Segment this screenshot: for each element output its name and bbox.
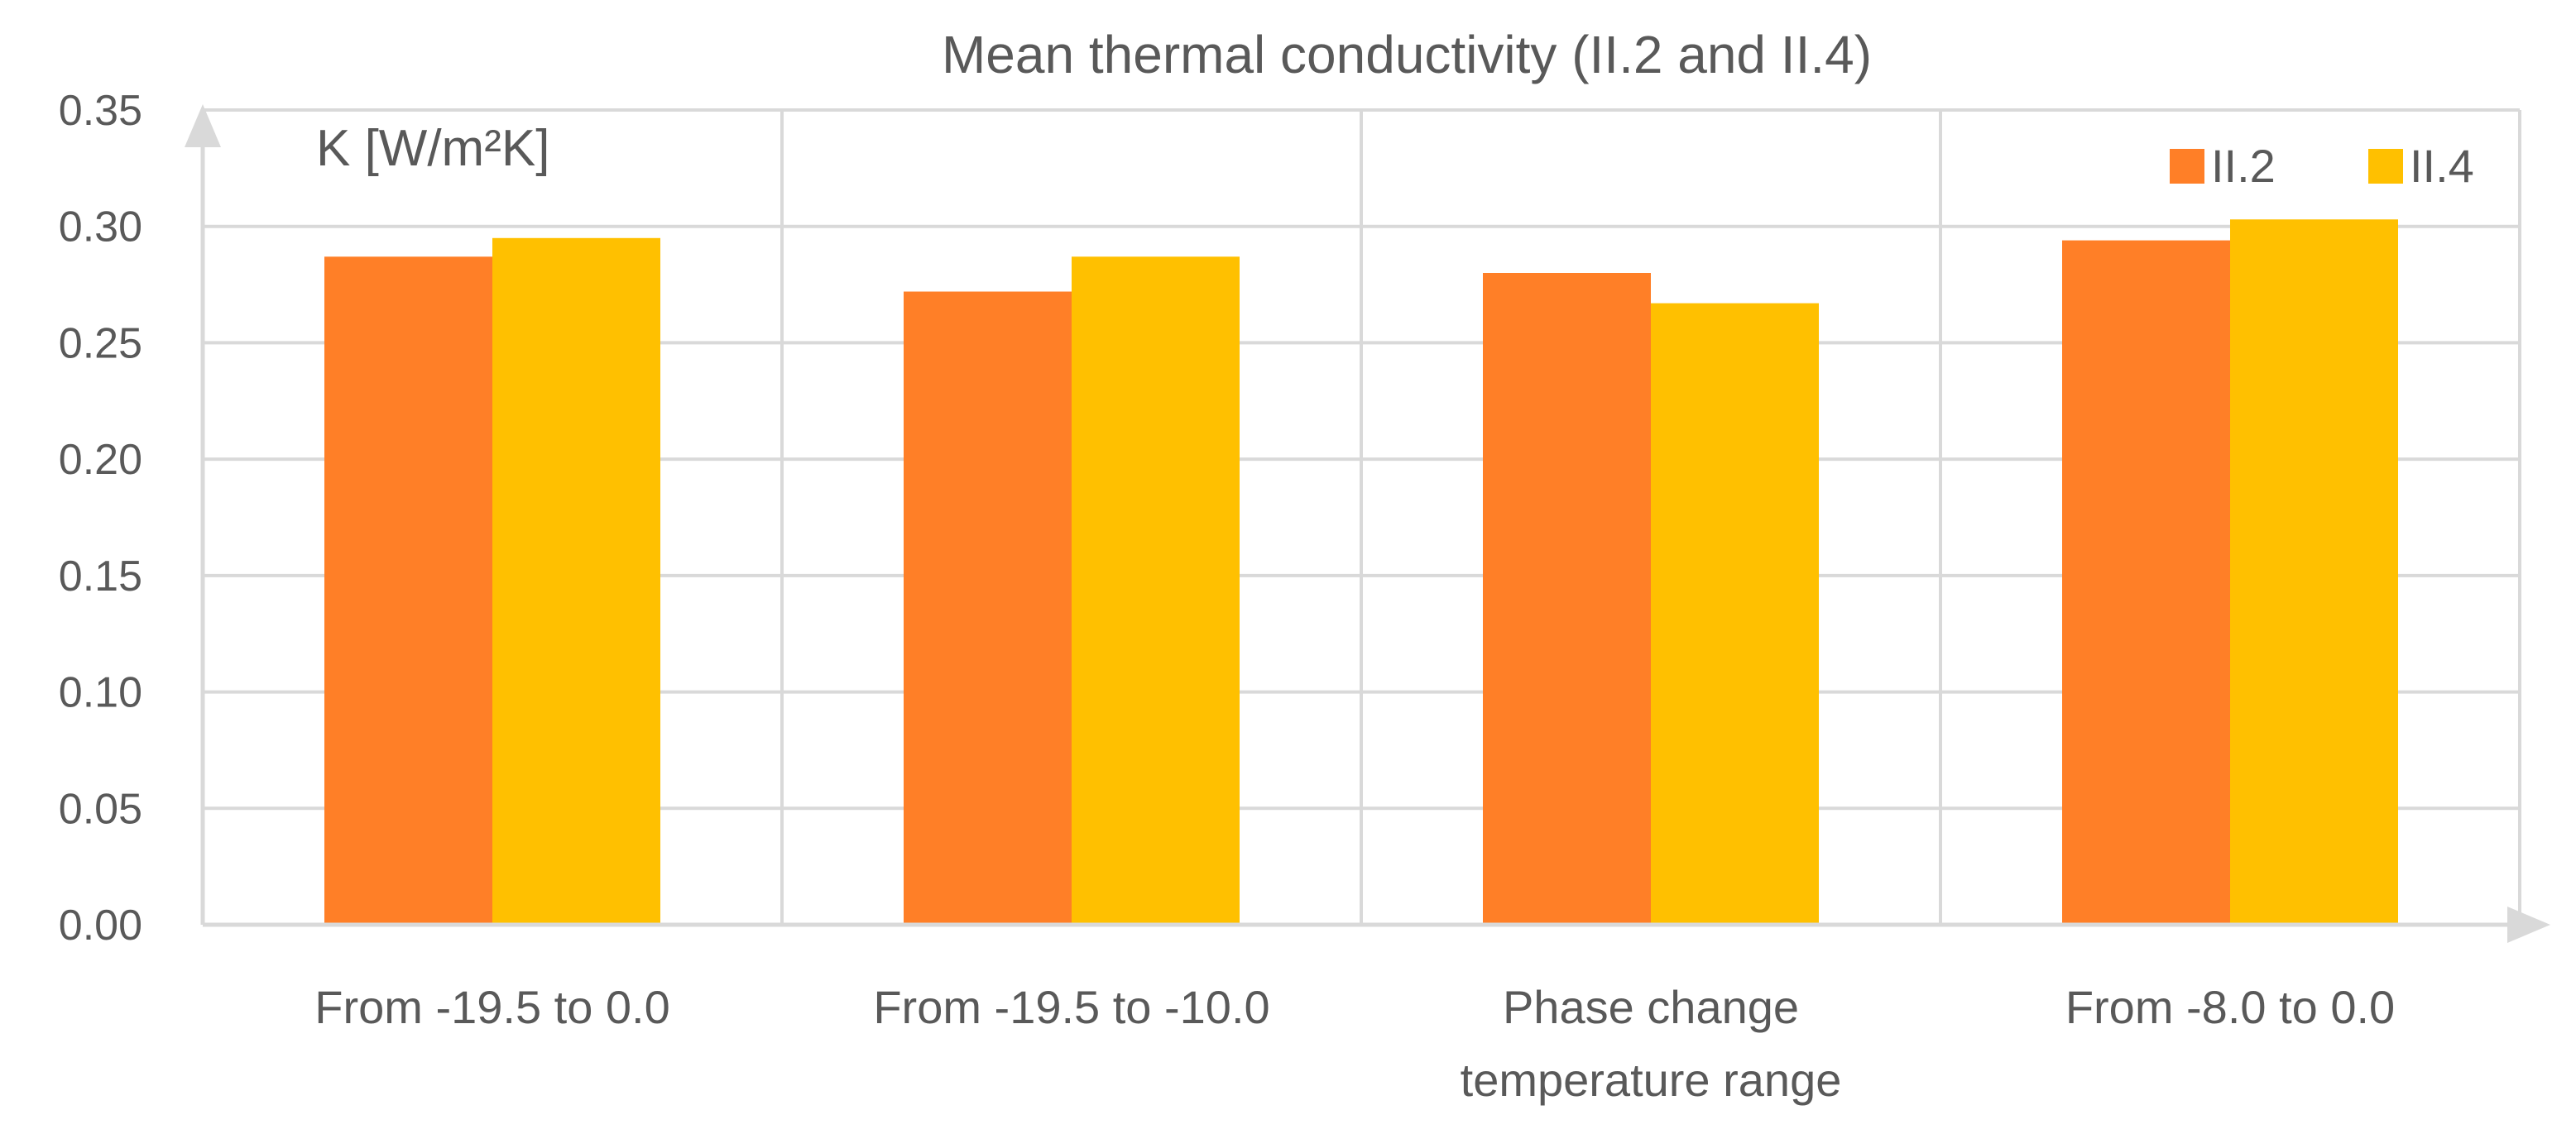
y-tick-label: 0.30 [59,203,142,251]
x-tick-label: Phase change [1503,981,1799,1033]
y-tick-label: 0.35 [59,87,142,135]
y-tick-label: 0.20 [59,436,142,484]
y-tick-label: 0.25 [59,319,142,367]
legend-label: II.4 [2410,140,2474,192]
x-axis-labels: From -19.5 to 0.0 From -19.5 to -10.0 Phas… [314,981,2395,1106]
bar-II-2-1 [904,291,1072,925]
y-axis-arrow-icon [185,104,221,147]
bar-II-4-0 [492,237,660,925]
x-tick-label: From -19.5 to 0.0 [314,981,670,1033]
bar-II-4-2 [1651,303,1819,926]
y-tick-label: 0.15 [59,553,142,600]
bars [324,219,2398,926]
bar-II-2-2 [1483,273,1651,925]
legend-label: II.2 [2211,140,2276,192]
axes [185,104,2550,943]
x-tick-label: temperature range [1461,1054,1842,1106]
bar-II-2-3 [2062,240,2230,926]
x-tick-label: From -8.0 to 0.0 [2065,981,2395,1033]
legend-swatch [2368,149,2403,184]
y-axis-ticks: 0.00 0.05 0.10 0.15 0.20 0.25 0.30 0.35 [59,87,142,950]
legend-swatch [2170,149,2204,184]
y-tick-label: 0.10 [59,669,142,717]
chart-title: Mean thermal conductivity (II.2 and II.4… [942,25,1872,84]
legend: II.2 II.4 [2170,140,2474,192]
x-axis-arrow-icon [2507,907,2550,943]
y-tick-label: 0.00 [59,902,142,950]
bar-II-2-0 [324,256,492,925]
y-axis-unit-label: K [W/m²K] [316,120,549,177]
bar-II-4-3 [2230,219,2398,925]
y-tick-label: 0.05 [59,785,142,833]
x-tick-label: From -19.5 to -10.0 [873,981,1269,1033]
bar-II-4-1 [1072,256,1240,925]
